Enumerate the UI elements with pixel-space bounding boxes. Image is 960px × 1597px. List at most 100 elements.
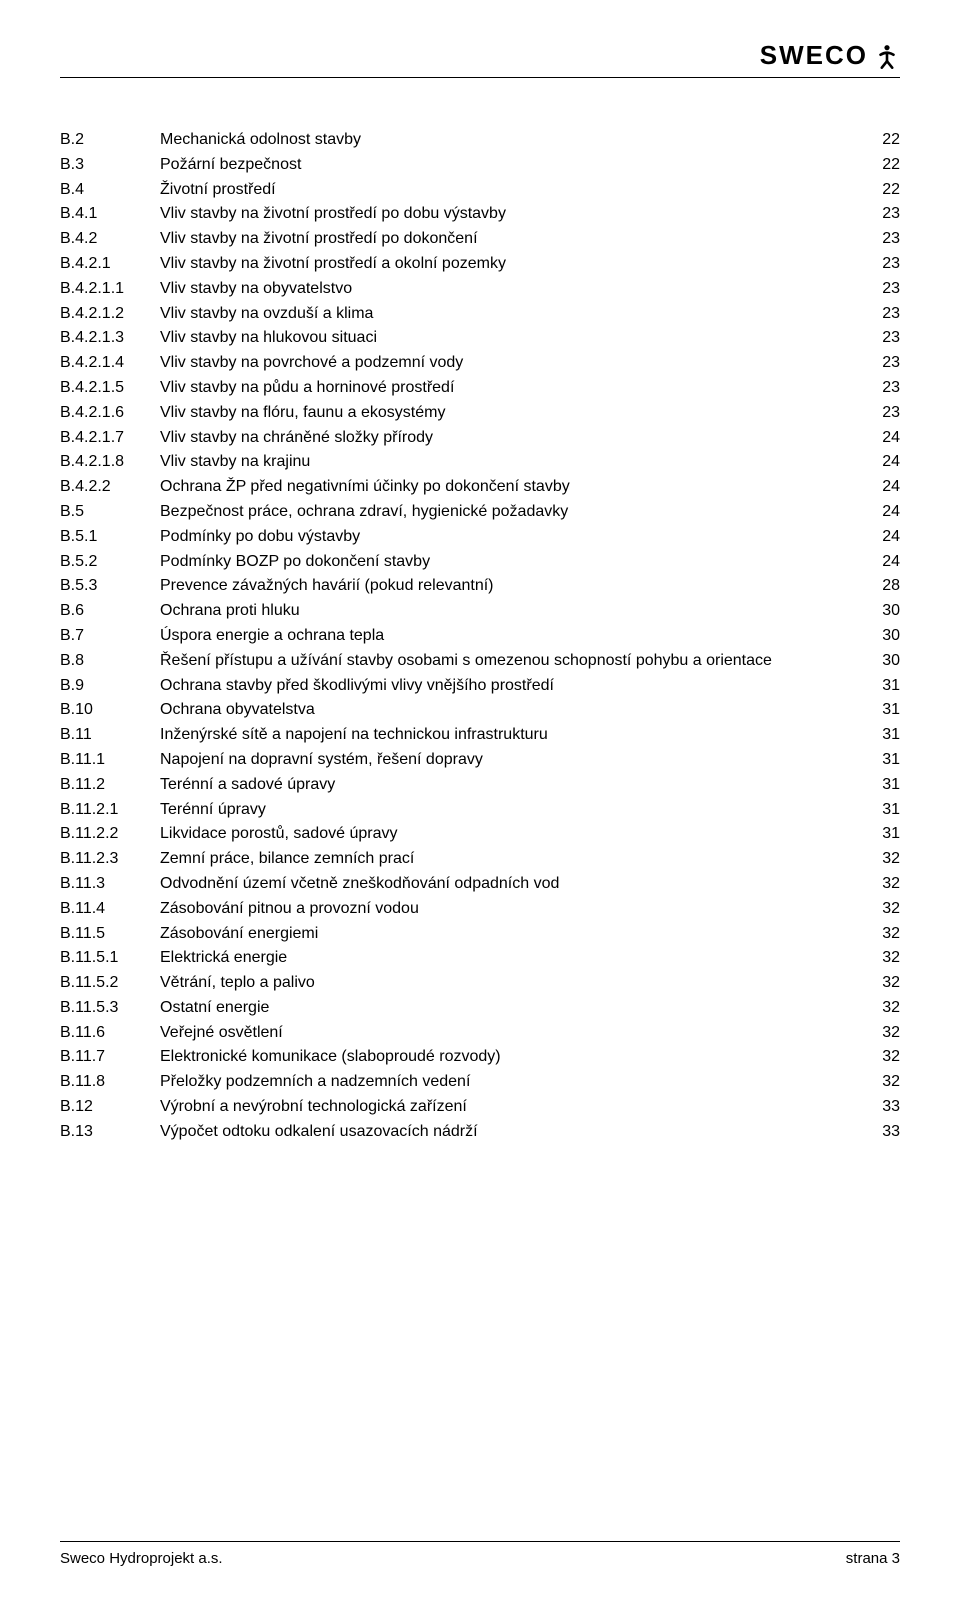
toc-page-number: 33 xyxy=(860,1095,900,1120)
toc-row: B.10Ochrana obyvatelstva31 xyxy=(60,698,900,723)
toc-number: B.11.5 xyxy=(60,922,160,947)
toc-page-number: 23 xyxy=(860,376,900,401)
toc-number: B.11.2.3 xyxy=(60,847,160,872)
toc-number: B.4.2.1.6 xyxy=(60,401,160,426)
toc-row: B.11.5Zásobování energiemi32 xyxy=(60,922,900,947)
toc-number: B.4.2.2 xyxy=(60,475,160,500)
toc-title: Mechanická odolnost stavby xyxy=(160,128,860,153)
toc-row: B.4Životní prostředí22 xyxy=(60,178,900,203)
toc-page-number: 23 xyxy=(860,326,900,351)
toc-page-number: 32 xyxy=(860,1045,900,1070)
toc-page-number: 24 xyxy=(860,525,900,550)
toc-page-number: 31 xyxy=(860,723,900,748)
toc-page-number: 32 xyxy=(860,872,900,897)
toc-row: B.5.2Podmínky BOZP po dokončení stavby24 xyxy=(60,550,900,575)
toc-row: B.11.2.3Zemní práce, bilance zemních pra… xyxy=(60,847,900,872)
toc-page-number: 32 xyxy=(860,946,900,971)
toc-title: Vliv stavby na krajinu xyxy=(160,450,860,475)
toc-number: B.11.5.3 xyxy=(60,996,160,1021)
table-of-contents: B.2Mechanická odolnost stavby22B.3Požárn… xyxy=(60,128,900,1491)
toc-title: Napojení na dopravní systém, řešení dopr… xyxy=(160,748,860,773)
toc-row: B.3Požární bezpečnost22 xyxy=(60,153,900,178)
toc-number: B.10 xyxy=(60,698,160,723)
toc-title: Ochrana proti hluku xyxy=(160,599,860,624)
toc-page-number: 31 xyxy=(860,698,900,723)
toc-page-number: 32 xyxy=(860,897,900,922)
toc-number: B.4.2.1 xyxy=(60,252,160,277)
toc-number: B.8 xyxy=(60,649,160,674)
toc-title: Úspora energie a ochrana tepla xyxy=(160,624,860,649)
toc-row: B.11.3Odvodnění území včetně zneškodňová… xyxy=(60,872,900,897)
toc-row: B.4.2.1.7Vliv stavby na chráněné složky … xyxy=(60,426,900,451)
toc-number: B.2 xyxy=(60,128,160,153)
toc-row: B.4.2.1.4Vliv stavby na povrchové a podz… xyxy=(60,351,900,376)
toc-title: Ochrana ŽP před negativními účinky po do… xyxy=(160,475,860,500)
toc-row: B.11.5.3Ostatní energie32 xyxy=(60,996,900,1021)
toc-number: B.11.4 xyxy=(60,897,160,922)
toc-title: Řešení přístupu a užívání stavby osobami… xyxy=(160,649,860,674)
toc-page-number: 23 xyxy=(860,252,900,277)
toc-title: Větrání, teplo a palivo xyxy=(160,971,860,996)
toc-row: B.11.6Veřejné osvětlení32 xyxy=(60,1021,900,1046)
brand-name: SWECO xyxy=(760,40,868,71)
toc-page-number: 32 xyxy=(860,971,900,996)
toc-row: B.8Řešení přístupu a užívání stavby osob… xyxy=(60,649,900,674)
toc-row: B.4.2.2Ochrana ŽP před negativními účink… xyxy=(60,475,900,500)
toc-number: B.4.1 xyxy=(60,202,160,227)
toc-number: B.5.2 xyxy=(60,550,160,575)
toc-title: Zemní práce, bilance zemních prací xyxy=(160,847,860,872)
toc-number: B.4 xyxy=(60,178,160,203)
toc-title: Odvodnění území včetně zneškodňování odp… xyxy=(160,872,860,897)
toc-title: Požární bezpečnost xyxy=(160,153,860,178)
toc-row: B.4.2Vliv stavby na životní prostředí po… xyxy=(60,227,900,252)
toc-number: B.6 xyxy=(60,599,160,624)
toc-number: B.5.3 xyxy=(60,574,160,599)
toc-row: B.4.2.1.3Vliv stavby na hlukovou situaci… xyxy=(60,326,900,351)
toc-title: Vliv stavby na ovzduší a klima xyxy=(160,302,860,327)
toc-number: B.9 xyxy=(60,674,160,699)
toc-page-number: 24 xyxy=(860,550,900,575)
toc-number: B.4.2.1.3 xyxy=(60,326,160,351)
toc-title: Vliv stavby na hlukovou situaci xyxy=(160,326,860,351)
toc-page-number: 32 xyxy=(860,922,900,947)
toc-page-number: 30 xyxy=(860,649,900,674)
toc-number: B.12 xyxy=(60,1095,160,1120)
toc-number: B.5 xyxy=(60,500,160,525)
toc-page-number: 32 xyxy=(860,1021,900,1046)
toc-number: B.11.2 xyxy=(60,773,160,798)
toc-page-number: 24 xyxy=(860,450,900,475)
toc-page-number: 24 xyxy=(860,426,900,451)
toc-title: Likvidace porostů, sadové úpravy xyxy=(160,822,860,847)
toc-number: B.11.5.1 xyxy=(60,946,160,971)
toc-title: Ostatní energie xyxy=(160,996,860,1021)
toc-number: B.4.2.1.7 xyxy=(60,426,160,451)
toc-title: Bezpečnost práce, ochrana zdraví, hygien… xyxy=(160,500,860,525)
toc-page-number: 31 xyxy=(860,822,900,847)
toc-title: Vliv stavby na flóru, faunu a ekosystémy xyxy=(160,401,860,426)
page-footer: Sweco Hydroprojekt a.s. strana 3 xyxy=(60,1541,900,1567)
toc-page-number: 33 xyxy=(860,1120,900,1145)
toc-page-number: 32 xyxy=(860,1070,900,1095)
toc-number: B.4.2.1.2 xyxy=(60,302,160,327)
toc-page-number: 31 xyxy=(860,748,900,773)
toc-title: Zásobování pitnou a provozní vodou xyxy=(160,897,860,922)
toc-number: B.11.3 xyxy=(60,872,160,897)
toc-number: B.11.2.1 xyxy=(60,798,160,823)
toc-row: B.4.2.1.5Vliv stavby na půdu a horninové… xyxy=(60,376,900,401)
toc-title: Vliv stavby na obyvatelstvo xyxy=(160,277,860,302)
toc-title: Výrobní a nevýrobní technologická zaříze… xyxy=(160,1095,860,1120)
toc-row: B.4.2.1Vliv stavby na životní prostředí … xyxy=(60,252,900,277)
toc-title: Prevence závažných havárií (pokud releva… xyxy=(160,574,860,599)
toc-row: B.4.2.1.2Vliv stavby na ovzduší a klima2… xyxy=(60,302,900,327)
footer-right: strana 3 xyxy=(846,1550,900,1567)
toc-page-number: 23 xyxy=(860,227,900,252)
toc-number: B.11.5.2 xyxy=(60,971,160,996)
toc-page-number: 24 xyxy=(860,475,900,500)
toc-number: B.13 xyxy=(60,1120,160,1145)
toc-row: B.6Ochrana proti hluku30 xyxy=(60,599,900,624)
toc-page-number: 32 xyxy=(860,996,900,1021)
toc-title: Veřejné osvětlení xyxy=(160,1021,860,1046)
page: SWECO B.2Mechanická odolnost stavby22B.3… xyxy=(0,0,960,1597)
toc-number: B.11 xyxy=(60,723,160,748)
page-header: SWECO xyxy=(60,40,900,78)
